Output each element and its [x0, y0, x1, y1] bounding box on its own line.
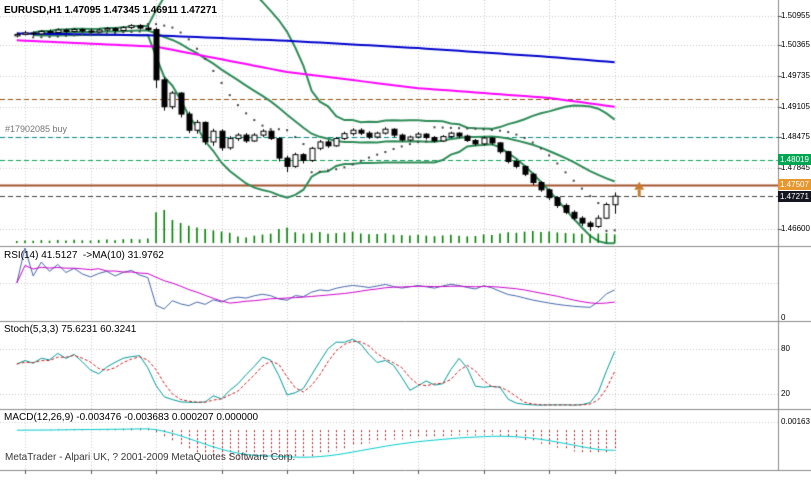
price-axis-label: 1.50365 — [781, 39, 810, 49]
stoch-axis-label: 80 — [781, 344, 790, 353]
ask-price-tag: 1.47507 — [778, 179, 811, 191]
price-axis[interactable]: 1.50955 1.50365 1.49735 1.49105 1.48475 1.478… — [778, 0, 811, 470]
stoch-axis-label: 20 — [781, 389, 790, 398]
price-axis-label: 1.49735 — [781, 70, 810, 80]
level-price-tag: 1.48019 — [778, 154, 811, 166]
price-axis-label: 1.49105 — [781, 101, 810, 111]
chart-symbol-title: EURUSD,H1 1.47095 1.47345 1.46911 1.4727… — [4, 5, 217, 16]
rsi-axis-label: 0 — [781, 313, 786, 322]
macd-indicator-title: MACD(12,26,9) -0.003476 -0.003683 0.0002… — [4, 412, 259, 423]
stoch-indicator-title: Stoch(5,3,3) 75.6231 60.3241 — [4, 324, 137, 335]
time-axis[interactable]: 3 Dec 20094 Dec 06:004 Dec 14:004 Dec 22… — [0, 470, 811, 483]
bid-price-tag: 1.47271 — [778, 190, 811, 202]
rsi-indicator-title: RSI(14) 41.5127 ->MA(10) 31.9762 — [4, 250, 164, 261]
price-axis-label: 1.47845 — [781, 163, 810, 173]
order-annotation: #17902085 buy — [5, 124, 68, 134]
price-axis-label: 1.46600 — [781, 223, 810, 233]
macd-axis-label: 0.00163 — [781, 416, 810, 426]
copyright-text: MetaTrader - Alpari UK, ? 2001-2009 Meta… — [5, 452, 296, 463]
stoch-panel[interactable] — [0, 322, 778, 409]
price-axis-label: 1.48475 — [781, 132, 810, 142]
price-axis-label: 1.50955 — [781, 11, 810, 21]
main-chart-panel[interactable] — [0, 0, 778, 246]
